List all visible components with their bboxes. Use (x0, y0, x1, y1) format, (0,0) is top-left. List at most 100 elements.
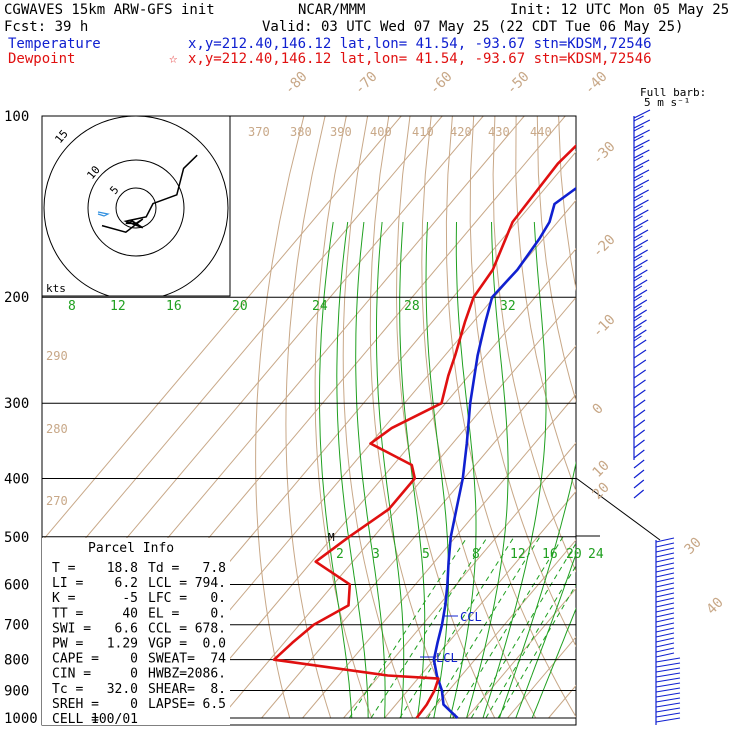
parcel-value: 0. (210, 591, 226, 606)
isotherm-line (343, 442, 576, 719)
wind-barb (633, 139, 650, 149)
parcel-key: LCL = (148, 576, 187, 591)
barb-units: 5 m s⁻¹ (644, 96, 690, 109)
wind-barb-lower (655, 637, 675, 643)
moist-adiabat (376, 221, 405, 719)
temperature-axis-label: -50 (504, 69, 533, 98)
parcel-value: 0.0 (203, 637, 226, 652)
isotherm-line (590, 116, 740, 718)
parcel-key: LAPSE= (148, 697, 195, 712)
parcel-key: TT = (52, 606, 83, 621)
temperature-axis-label: -10 (590, 312, 619, 341)
wind-barb-lower (655, 547, 675, 553)
wind-barb (633, 379, 646, 389)
mixing-ratio-label-upper: 20 (232, 299, 248, 314)
wind-barb (633, 209, 649, 219)
mixing-ratio-label-lower: 16 (542, 547, 558, 562)
parcel-key: CELL = (52, 712, 99, 727)
wind-barb-half (633, 145, 644, 152)
potential-temperature-label: 390 (330, 125, 352, 139)
temperature-axis-label: 0 (590, 401, 607, 418)
wind-barb-lower (655, 542, 675, 548)
wind-barb-lower (655, 587, 675, 593)
wind-barb (633, 269, 648, 279)
mixing-ratio-label-upper: 8 (68, 299, 76, 314)
wind-barb-lower (655, 582, 675, 588)
pressure-label: 700 (4, 618, 29, 634)
wind-barb-lower (655, 612, 675, 618)
wind-barb-lower (655, 552, 675, 558)
parcel-key: VGP = (148, 637, 187, 652)
wind-barb (633, 329, 647, 339)
potential-temperature-label: 380 (290, 125, 312, 139)
parcel-value: 100/01 (91, 712, 138, 727)
isotherm-line (302, 393, 576, 719)
wind-barb-lower (655, 687, 681, 693)
temperature-legend: Temperature (8, 36, 101, 52)
org-label: NCAR/MMM (298, 2, 365, 18)
wind-barb-lower (655, 652, 675, 658)
dry-adiabat (643, 116, 740, 718)
wind-barb-lower (655, 562, 675, 568)
isotherm-line (42, 116, 443, 591)
wind-barb (633, 369, 647, 379)
wind-barb (633, 249, 648, 259)
wind-barb-half (633, 125, 644, 132)
temperature-axis-label: -80 (282, 69, 311, 98)
potential-temperature-label: 430 (488, 125, 510, 139)
potential-temperature-label: 290 (46, 349, 68, 363)
wind-barb (633, 169, 650, 179)
parcel-key: PW = (52, 637, 83, 652)
barb-header: Full barb: (640, 86, 706, 99)
pressure-label: 300 (4, 396, 29, 412)
temperature-axis-label: -40 (582, 69, 611, 98)
parcel-value: -5 (122, 591, 138, 606)
wind-barb (633, 449, 645, 459)
mixing-ratio-line (452, 536, 564, 719)
hodograph-ring (43, 116, 229, 296)
wind-barb-half (633, 225, 643, 232)
temperature-axis-label: -20 (590, 232, 619, 261)
temperature-axis-label: 30 (682, 535, 705, 558)
wind-barb-lower (655, 712, 681, 718)
wind-barb-half (633, 305, 642, 312)
moist-adiabat (515, 552, 576, 719)
moist-adiabat (449, 221, 477, 719)
parcel-box-bg (42, 538, 230, 725)
wind-barb-lower (655, 617, 675, 623)
wind-barb-lower (655, 602, 675, 608)
wind-barb-lower (655, 707, 681, 713)
wind-barb-lower (655, 577, 675, 583)
wind-barb (633, 469, 645, 479)
parcel-value: 0 (130, 667, 138, 682)
wind-barb-half (633, 275, 643, 282)
mixing-ratio-label-upper: 16 (166, 299, 182, 314)
mixing-ratio-label-upper: 28 (404, 299, 420, 314)
parcel-info-box: Parcel Info T = 18.8 Td = 7.8 LI = 6.2 LCL = 794… (42, 538, 230, 727)
parcel-value: 40 (122, 606, 138, 621)
temperature-axis-label: -30 (590, 139, 619, 168)
diagram-grid (41, 115, 740, 726)
wind-barb-half (633, 135, 644, 142)
wind-barb-lower (655, 677, 681, 683)
wind-barb-half (633, 215, 643, 222)
valid-time: Valid: 03 UTC Wed 07 May 25 (22 CDT Tue … (262, 19, 683, 35)
wind-barb-half (633, 285, 643, 292)
wind-barb (633, 189, 649, 199)
wind-barb-lower (655, 717, 681, 723)
wind-barb (633, 409, 646, 419)
parcel-key: HWBZ= (148, 667, 187, 682)
mixing-ratio-line (399, 536, 515, 719)
dry-adiabat (469, 116, 576, 648)
storm-motion-marker (97, 211, 110, 217)
temperature-location: x,y=212.40,146.12 lat,lon= 41.54, -93.67… (188, 36, 652, 52)
parcel-value: 8. (210, 682, 226, 697)
wind-barb-lower (655, 682, 681, 688)
dry-adiabat (622, 116, 740, 718)
isotherm-line (384, 490, 576, 719)
wind-barb-lower (655, 702, 681, 708)
sounding-traces (272, 143, 576, 719)
moist-adiabat (355, 221, 386, 719)
